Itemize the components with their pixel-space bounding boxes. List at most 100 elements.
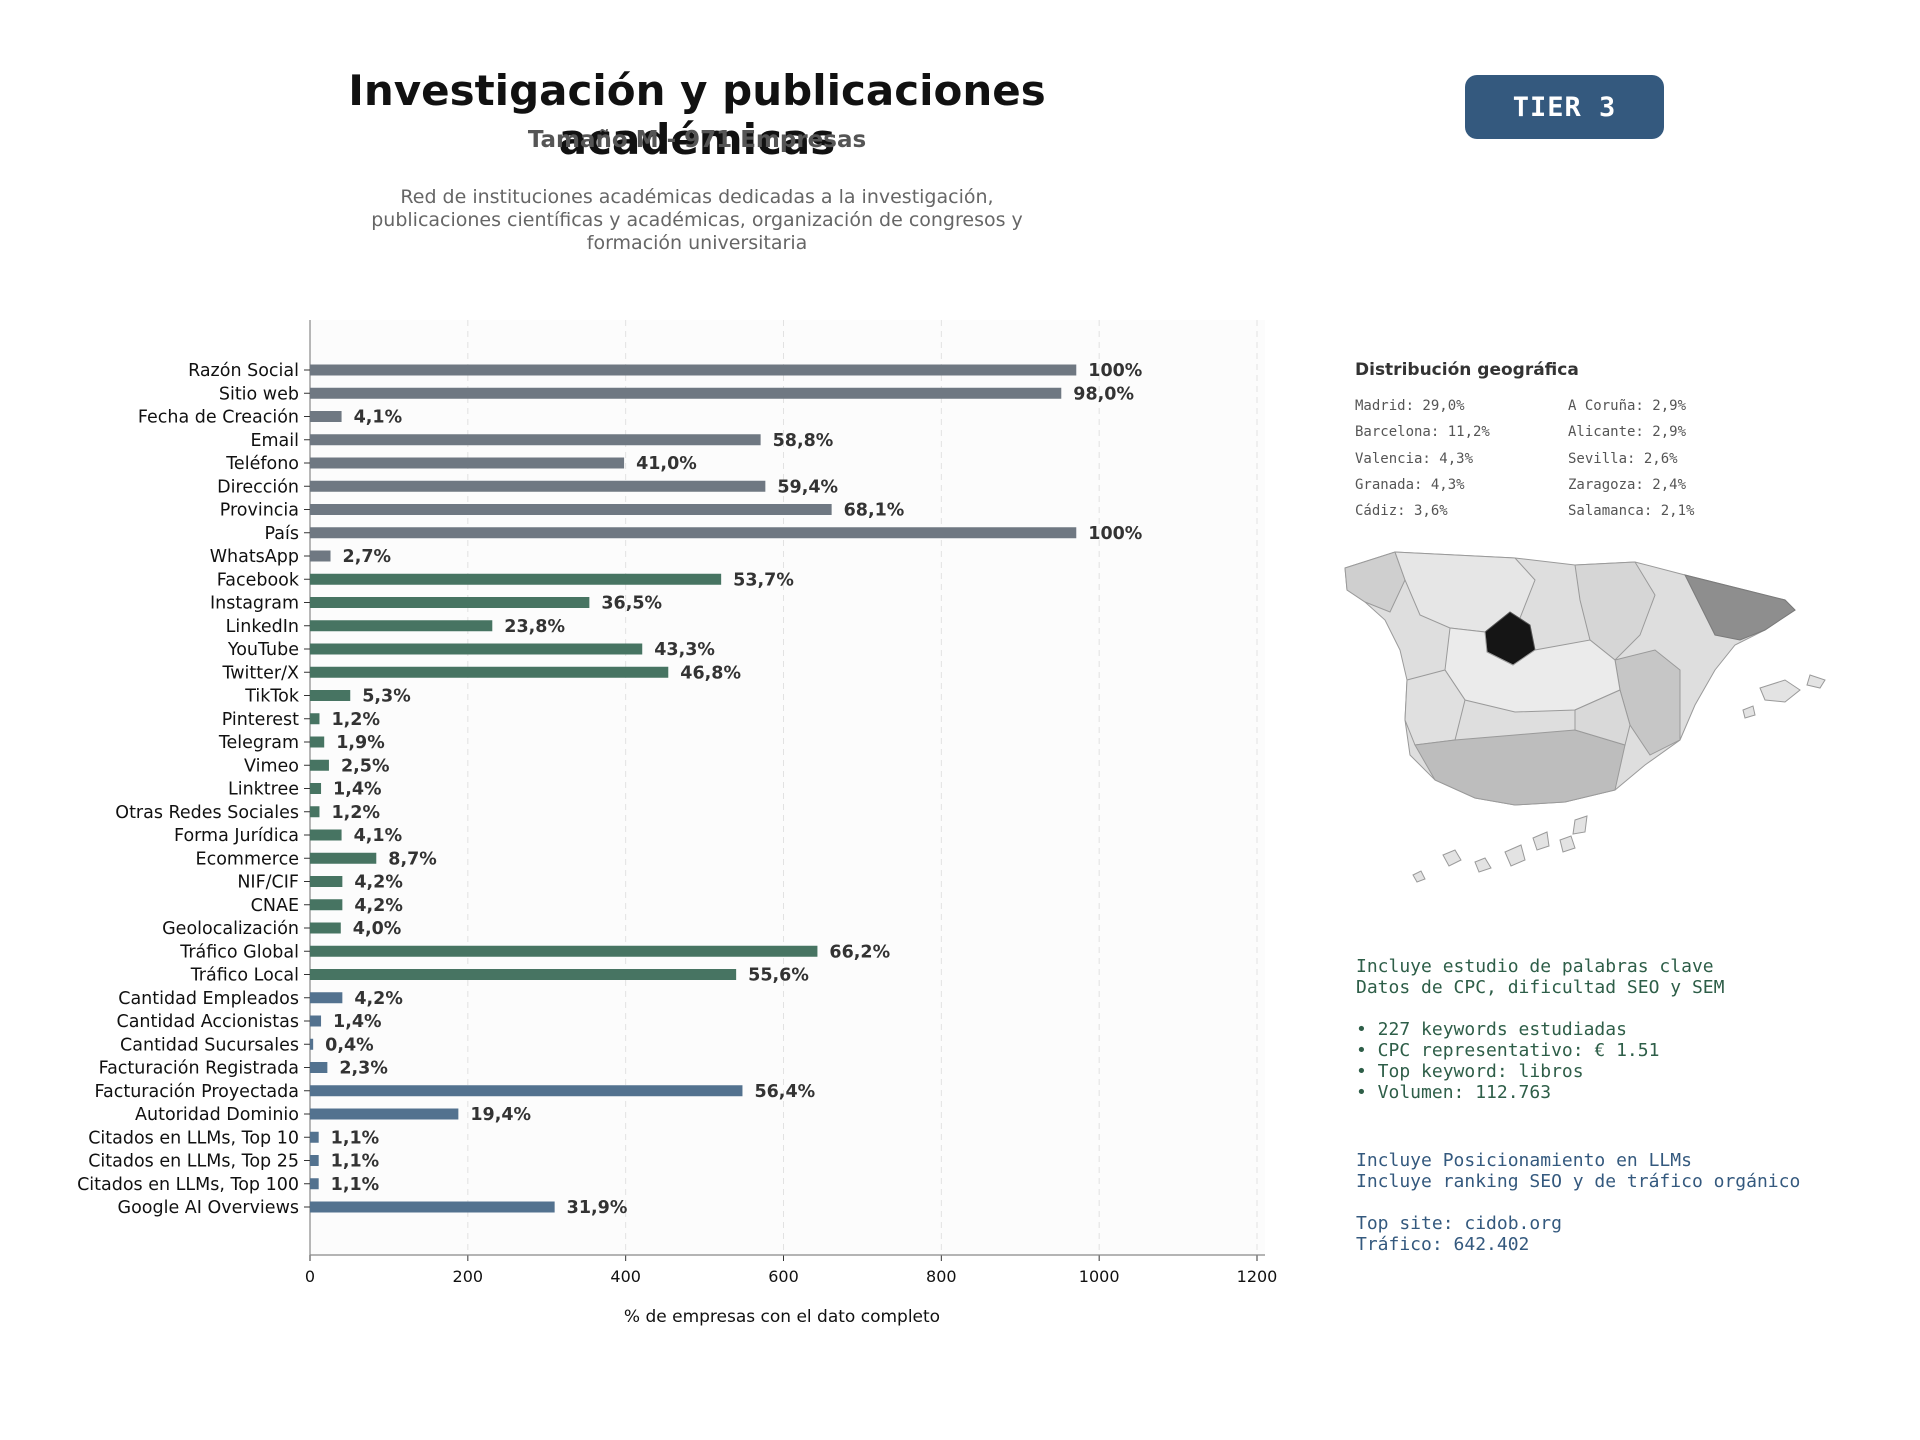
- category-label: CNAE: [251, 896, 299, 916]
- data-label: 1,4%: [333, 1012, 382, 1032]
- x-tick-label: 800: [926, 1267, 957, 1286]
- category-label: Linktree: [228, 780, 299, 800]
- geo-item: Alicante: 2,9%: [1568, 424, 1687, 441]
- bar: [310, 573, 722, 585]
- data-label: 1,2%: [331, 803, 380, 823]
- bar: [310, 829, 342, 841]
- category-label: YouTube: [227, 640, 299, 660]
- spain-choropleth-map: [1344, 551, 1826, 883]
- category-label: Teléfono: [225, 454, 299, 474]
- bar: [310, 759, 329, 771]
- info-line: Tráfico: 642.402: [1356, 1234, 1530, 1255]
- data-label: 31,9%: [567, 1198, 628, 1218]
- data-label: 1,1%: [331, 1152, 380, 1172]
- data-label: 66,2%: [829, 942, 890, 962]
- x-tick-label: 0: [305, 1267, 315, 1286]
- category-label: Twitter/X: [221, 663, 299, 683]
- geo-title: Distribución geográfica: [1355, 360, 1579, 380]
- plot-background: [310, 320, 1265, 1255]
- data-label: 4,1%: [354, 826, 403, 846]
- region-andalusia: [1414, 729, 1626, 806]
- bar: [310, 597, 590, 608]
- data-label: 59,4%: [777, 477, 838, 497]
- info-line: • 227 keywords estudiadas: [1356, 1019, 1627, 1040]
- bar: [310, 1015, 322, 1027]
- category-label: NIF/CIF: [237, 873, 299, 893]
- keywords-info: Incluye estudio de palabras clave Datos …: [1356, 956, 1876, 1103]
- bar: [310, 620, 493, 632]
- bar: [310, 666, 669, 678]
- geo-item: Valencia: 4,3%: [1355, 450, 1474, 467]
- data-label: 23,8%: [504, 617, 565, 637]
- info-line: • CPC representativo: € 1.51: [1356, 1040, 1660, 1061]
- canary-islands: [1412, 815, 1588, 883]
- data-label: 4,2%: [354, 873, 403, 893]
- page-subtitle: Tamaño M - 971 Empresas: [527, 127, 867, 153]
- data-label: 56,4%: [754, 1082, 815, 1102]
- bar: [310, 1085, 743, 1097]
- data-label: 1,4%: [333, 780, 382, 800]
- category-label: Telegram: [218, 733, 299, 753]
- bar: [310, 550, 331, 562]
- bar: [310, 922, 341, 934]
- geo-item: A Coruña: 2,9%: [1568, 398, 1687, 414]
- data-label: 100%: [1088, 361, 1142, 381]
- description-line: formación universitaria: [586, 232, 808, 254]
- x-tick-label: 1000: [1079, 1267, 1120, 1286]
- data-label: 98,0%: [1073, 384, 1134, 404]
- bar: [310, 992, 343, 1004]
- llm-info: Incluye Posicionamiento en LLMs Incluye …: [1356, 1150, 1876, 1255]
- bar: [310, 457, 625, 469]
- category-label: Tráfico Local: [190, 966, 299, 986]
- info-line: Incluye estudio de palabras clave: [1356, 956, 1714, 977]
- description-line: Red de instituciones académicas dedicada…: [400, 186, 994, 208]
- data-label: 2,5%: [341, 756, 390, 776]
- data-label: 4,0%: [353, 919, 402, 939]
- data-label: 1,1%: [331, 1128, 380, 1148]
- region-catalonia: [1684, 574, 1796, 641]
- category-label: Pinterest: [222, 710, 299, 730]
- x-tick-label: 200: [453, 1267, 484, 1286]
- category-label: Ecommerce: [196, 849, 299, 869]
- category-label: Cantidad Accionistas: [116, 1012, 299, 1032]
- bar: [310, 434, 761, 446]
- bar: [310, 945, 818, 957]
- x-tick-label: 600: [768, 1267, 799, 1286]
- data-label: 58,8%: [773, 431, 834, 451]
- category-label: Email: [250, 431, 299, 451]
- data-label: 36,5%: [601, 594, 662, 614]
- category-label: Citados en LLMs, Top 10: [88, 1128, 299, 1148]
- category-label: TikTok: [244, 687, 300, 707]
- bar: [310, 643, 643, 655]
- data-label: 2,7%: [343, 547, 392, 567]
- info-line: Datos de CPC, dificultad SEO y SEM: [1356, 977, 1725, 998]
- bar: [310, 806, 320, 818]
- category-label: Fecha de Creación: [138, 408, 299, 428]
- data-label: 5,3%: [362, 687, 411, 707]
- category-label: LinkedIn: [226, 617, 299, 637]
- info-line: [1356, 1192, 1876, 1213]
- category-label: Tráfico Global: [179, 942, 299, 962]
- category-label: Facturación Proyectada: [95, 1082, 299, 1102]
- bar: [310, 1108, 459, 1120]
- region-aragon: [1574, 561, 1656, 661]
- category-label: Forma Jurídica: [174, 826, 299, 846]
- geo-item: Sevilla: 2,6%: [1568, 450, 1678, 467]
- description-line: publicaciones científicas y académicas, …: [371, 209, 1023, 231]
- bar: [310, 736, 325, 748]
- data-label: 41,0%: [636, 454, 697, 474]
- geo-list: Madrid: 29,0% A Coruña: 2,9% Barcelona: …: [1355, 396, 1715, 527]
- bar: [310, 1131, 319, 1143]
- data-label: 1,9%: [336, 733, 385, 753]
- bar: [310, 480, 766, 492]
- bar: [310, 899, 343, 911]
- geo-item: Cádiz: 3,6%: [1355, 503, 1448, 520]
- x-tick-label: 1200: [1237, 1267, 1278, 1286]
- category-label: Citados en LLMs, Top 25: [88, 1152, 299, 1172]
- bar: [310, 387, 1062, 399]
- tier-badge: TIER 3: [1465, 75, 1664, 139]
- data-label: 46,8%: [680, 663, 741, 683]
- data-label: 2,3%: [339, 1059, 388, 1079]
- category-label: Otras Redes Sociales: [115, 803, 299, 823]
- data-label: 0,4%: [325, 1035, 374, 1055]
